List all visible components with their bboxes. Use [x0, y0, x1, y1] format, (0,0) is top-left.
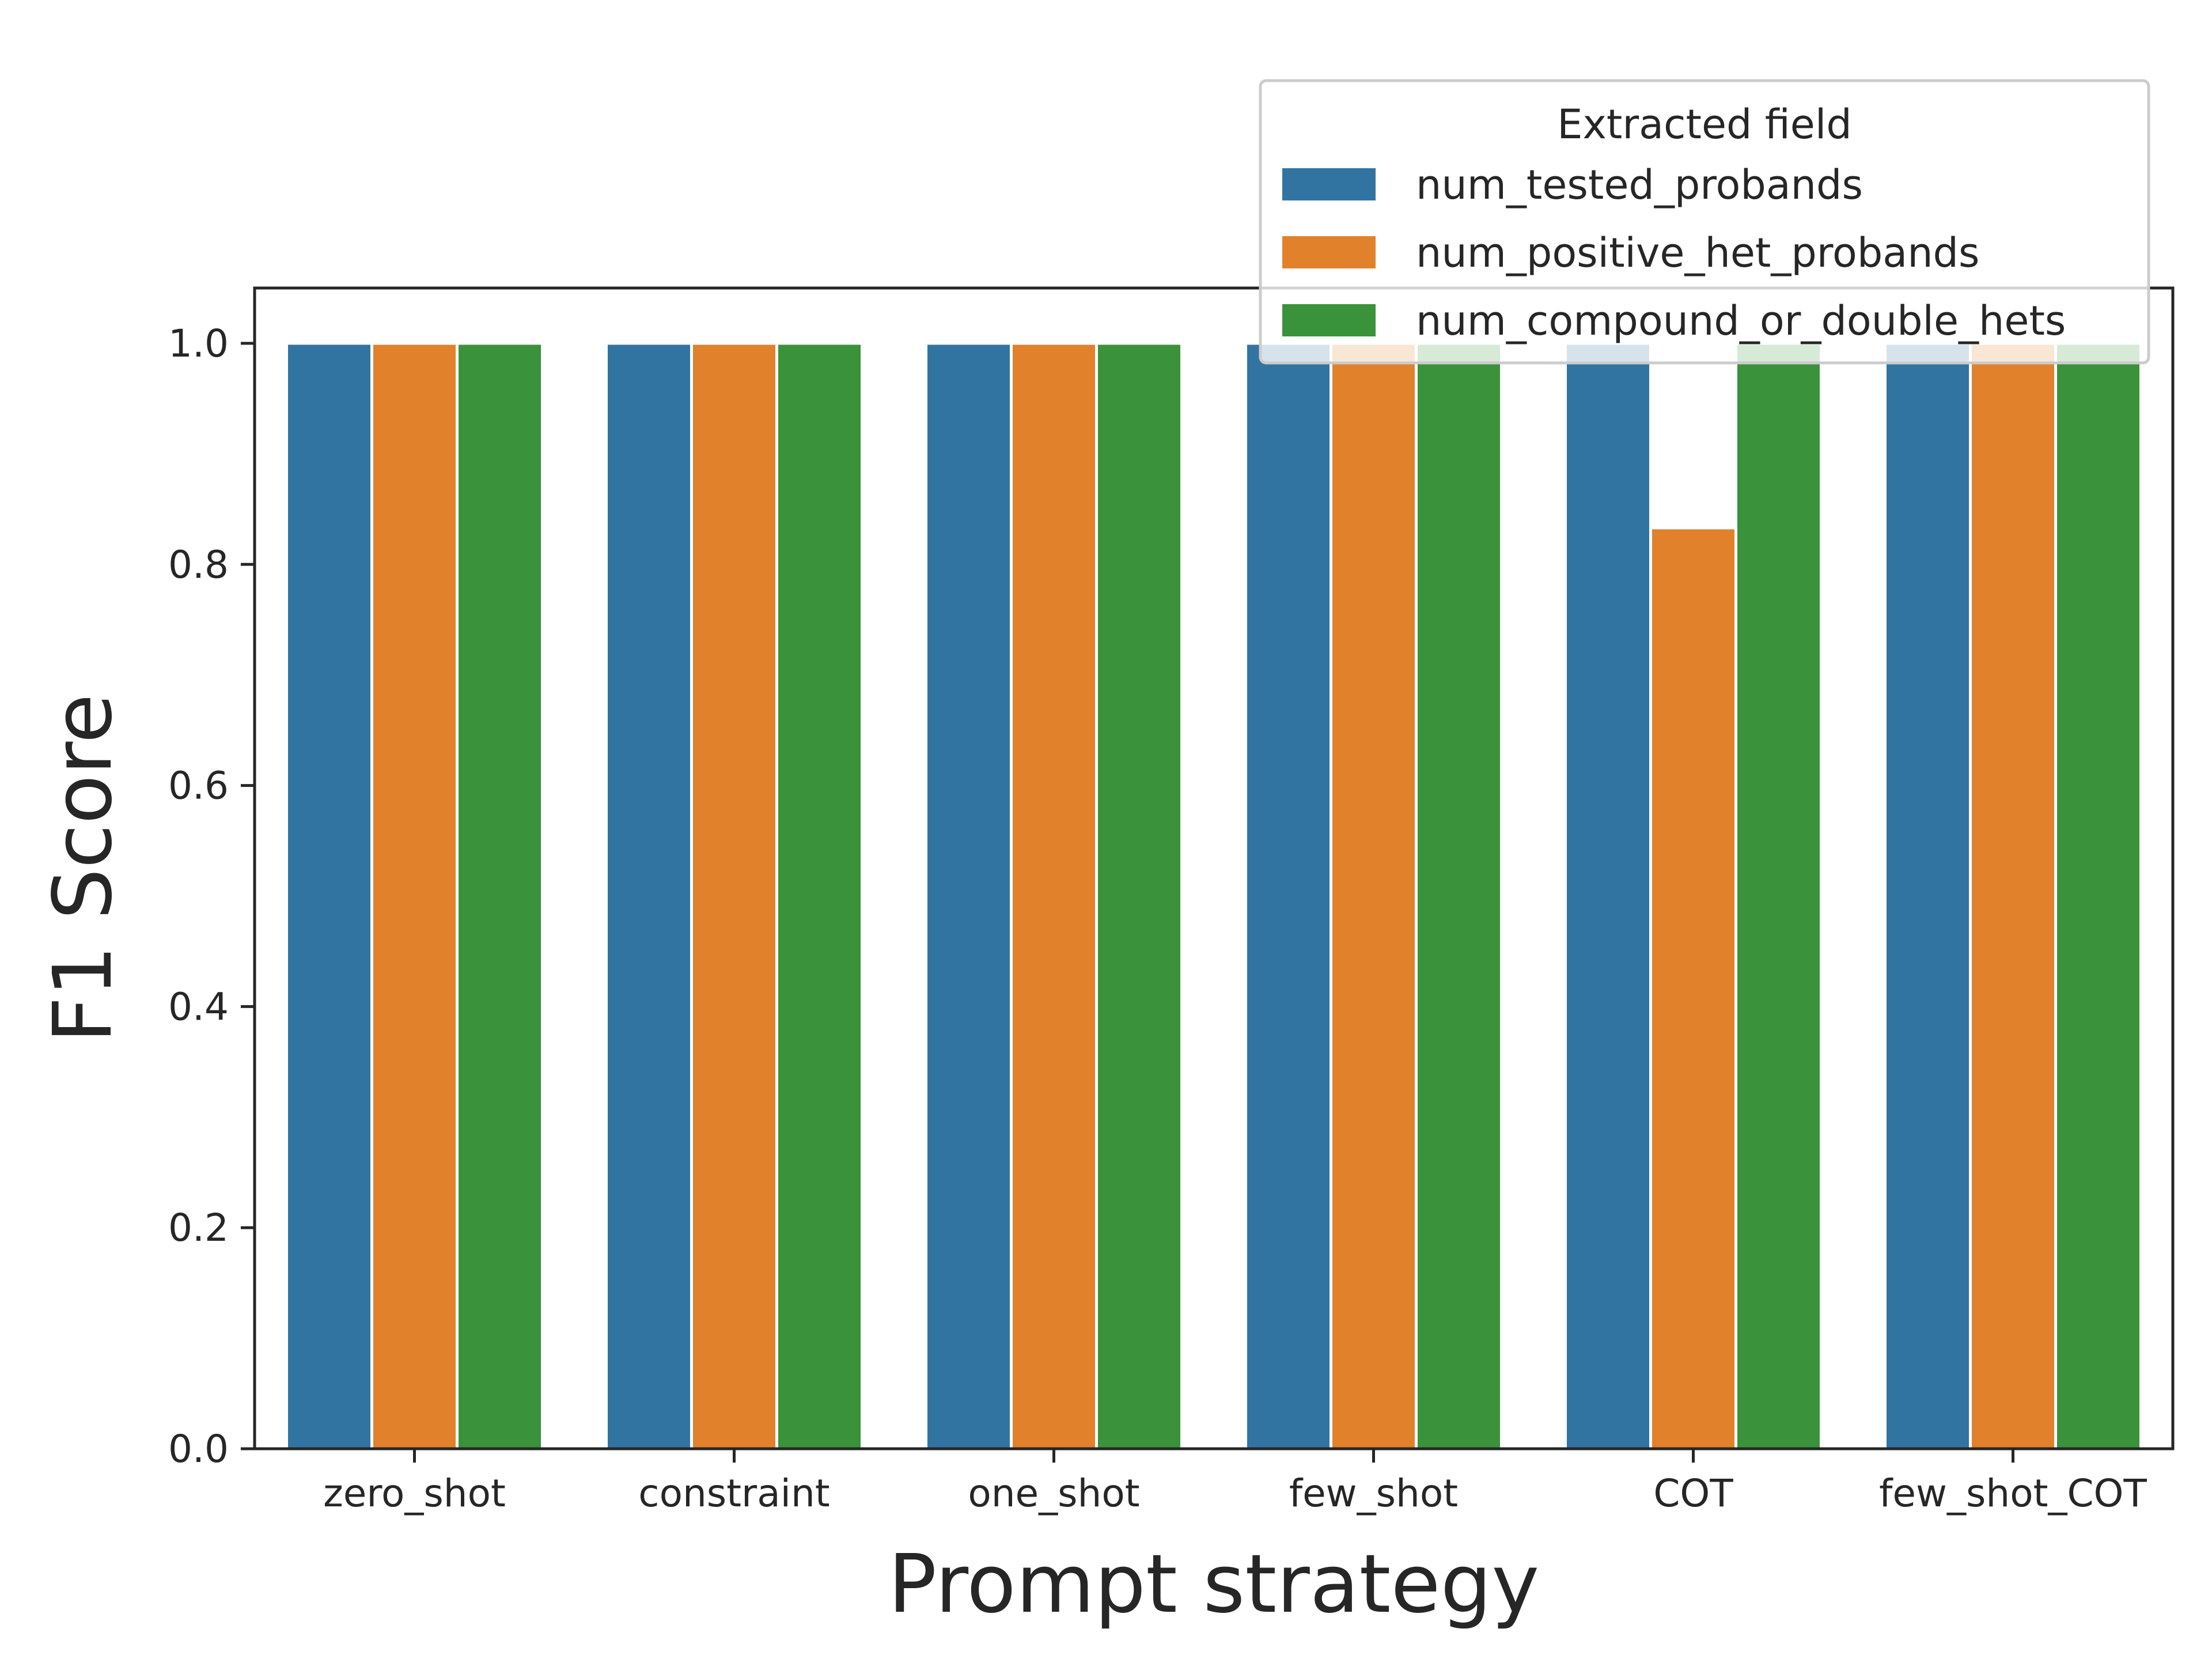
legend-swatch-num_tested_probands	[1282, 168, 1376, 200]
bar-num_compound_or_double_hets-few_shot	[1415, 342, 1503, 1450]
bar-num_compound_or_double_hets-one_shot	[1095, 342, 1183, 1450]
bar-num_compound_or_double_hets-constraint	[775, 342, 863, 1450]
bar-num_compound_or_double_hets-zero_shot	[456, 342, 544, 1450]
y-tick-label: 0.6	[168, 764, 229, 808]
x-tick-label-COT: COT	[1653, 1471, 1733, 1516]
plot-frame	[253, 286, 2175, 1450]
bar-num_positive_het_probands-few_shot_COT	[1969, 342, 2057, 1450]
bars-group	[285, 342, 2142, 1450]
bar-num_positive_het_probands-one_shot	[1010, 342, 1098, 1450]
bar-num_tested_probands-few_shot_COT	[1884, 342, 1972, 1450]
y-tick-label: 0.8	[168, 543, 229, 587]
legend-box	[1259, 79, 2150, 365]
x-tick-label-few_shot_COT: few_shot_COT	[1879, 1471, 2147, 1516]
bar-num_positive_het_probands-zero_shot	[370, 342, 459, 1450]
bar-num_positive_het_probands-few_shot	[1330, 342, 1418, 1450]
legend-label-num_tested_probands: num_tested_probands	[1416, 161, 1863, 209]
y-tick-label: 0.2	[168, 1206, 229, 1250]
x-axis-title: Prompt strategy	[888, 1537, 1540, 1631]
y-tick-label: 1.0	[168, 321, 229, 366]
y-axis: 0.0 0.2 0.4 0.6 0.8 1.0	[168, 321, 255, 1471]
legend: Extracted field num_tested_probands num_p…	[1259, 79, 2150, 365]
legend-label-num_positive_het_probands: num_positive_het_probands	[1416, 229, 1979, 276]
bar-num_compound_or_double_hets-COT	[1734, 342, 1823, 1450]
y-tick-label: 0.4	[168, 984, 229, 1029]
bar-num_positive_het_probands-constraint	[690, 342, 778, 1450]
bar-num_tested_probands-few_shot	[1244, 342, 1332, 1450]
legend-title: Extracted field	[1557, 101, 1852, 148]
y-tick-label: 0.0	[168, 1427, 229, 1471]
legend-items: num_tested_probands num_positive_het_prob…	[1282, 161, 2066, 344]
x-axis: zero_shot constraint one_shot few_shot COT fe…	[323, 1449, 2147, 1516]
bar-num_tested_probands-zero_shot	[285, 342, 373, 1450]
legend-label-num_compound_or_double_hets: num_compound_or_double_hets	[1416, 297, 2066, 344]
y-axis-title: F1 Score	[36, 694, 130, 1043]
legend-swatch-num_positive_het_probands	[1282, 236, 1376, 268]
bar-num_positive_het_probands-COT	[1649, 526, 1737, 1450]
x-tick-label-few_shot: few_shot	[1289, 1471, 1458, 1516]
bar-num_tested_probands-constraint	[605, 342, 693, 1450]
x-tick-label-one_shot: one_shot	[968, 1471, 1139, 1516]
legend-swatch-num_compound_or_double_hets	[1282, 304, 1376, 336]
bar-num_tested_probands-one_shot	[925, 342, 1013, 1450]
x-tick-label-constraint: constraint	[638, 1471, 830, 1516]
bar-num_compound_or_double_hets-few_shot_COT	[2054, 342, 2142, 1450]
x-tick-label-zero_shot: zero_shot	[323, 1471, 506, 1516]
bar-num_tested_probands-COT	[1564, 342, 1652, 1450]
